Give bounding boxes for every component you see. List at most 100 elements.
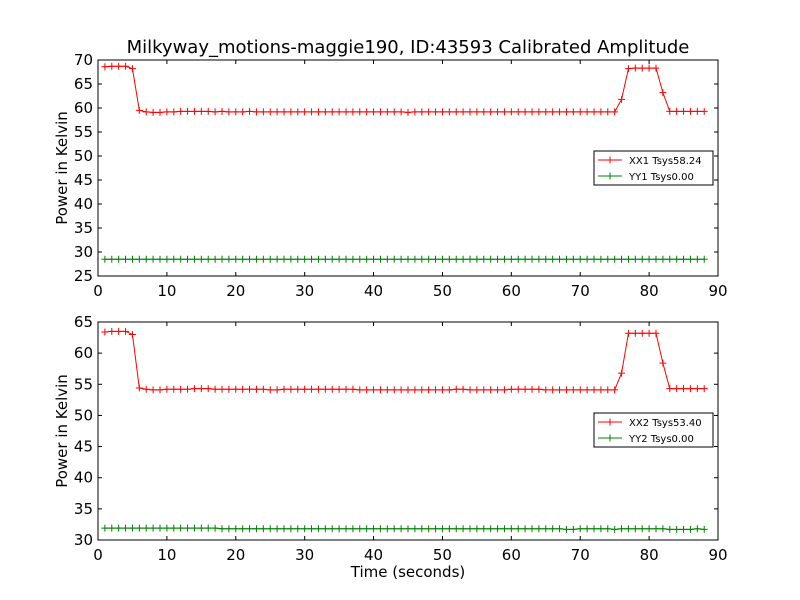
- data-point: [383, 386, 391, 394]
- data-point: [576, 386, 584, 394]
- data-point: [673, 255, 681, 263]
- data-point: [494, 386, 502, 394]
- legend-marker: [606, 418, 614, 426]
- data-point: [638, 525, 646, 533]
- data-point: [266, 386, 274, 394]
- data-point: [652, 255, 660, 263]
- y-tick-label: 65: [74, 313, 93, 331]
- data-point: [308, 525, 316, 533]
- data-point: [700, 385, 708, 393]
- data-point: [418, 255, 426, 263]
- data-point: [404, 108, 412, 116]
- data-point: [184, 255, 192, 263]
- data-point: [618, 369, 626, 377]
- data-point: [122, 255, 130, 263]
- data-point: [569, 525, 577, 533]
- data-point: [680, 107, 688, 115]
- data-point: [645, 525, 653, 533]
- x-tick-label: 90: [708, 282, 727, 300]
- data-point: [225, 255, 233, 263]
- data-point: [177, 524, 185, 532]
- data-point: [590, 108, 598, 116]
- data-point: [576, 108, 584, 116]
- data-point: [445, 386, 453, 394]
- data-point: [321, 385, 329, 393]
- x-tick-label: 40: [364, 546, 383, 564]
- data-point: [576, 255, 584, 263]
- data-point: [445, 255, 453, 263]
- x-tick-label: 50: [433, 546, 452, 564]
- y-tick-label: 50: [74, 406, 93, 424]
- data-point: [108, 62, 116, 70]
- data-point: [604, 525, 612, 533]
- data-point: [473, 386, 481, 394]
- data-point: [611, 525, 619, 533]
- data-point: [170, 255, 178, 263]
- data-point: [335, 385, 343, 393]
- data-point: [246, 385, 254, 393]
- data-point: [425, 386, 433, 394]
- data-point: [122, 327, 130, 335]
- legend-marker: [606, 172, 614, 180]
- data-point: [259, 255, 267, 263]
- data-point: [156, 524, 164, 532]
- data-point: [246, 107, 254, 115]
- data-point: [597, 255, 605, 263]
- top-chart: Milkyway_motions-maggie190, ID:43593 Cal…: [53, 37, 728, 300]
- data-point: [108, 524, 116, 532]
- data-point: [135, 255, 143, 263]
- y-tick-label: 40: [74, 469, 93, 487]
- data-point: [335, 108, 343, 116]
- data-point: [521, 525, 529, 533]
- data-point: [232, 255, 240, 263]
- data-point: [122, 524, 130, 532]
- data-point: [115, 255, 123, 263]
- x-tick-label: 20: [226, 282, 245, 300]
- x-tick-label: 40: [364, 282, 383, 300]
- data-point: [156, 386, 164, 394]
- data-point: [528, 255, 536, 263]
- data-point: [294, 525, 302, 533]
- data-point: [363, 525, 371, 533]
- data-point: [466, 255, 474, 263]
- x-tick-label: 30: [295, 282, 314, 300]
- data-point: [142, 255, 150, 263]
- data-point: [184, 107, 192, 115]
- data-point: [528, 108, 536, 116]
- data-point: [142, 108, 150, 116]
- y-tick-label: 65: [74, 75, 93, 93]
- data-point: [597, 525, 605, 533]
- data-point: [128, 65, 136, 73]
- x-tick-label: 90: [708, 546, 727, 564]
- legend-label: YY2 Tsys0.00: [628, 434, 694, 445]
- data-point: [494, 525, 502, 533]
- data-point: [184, 524, 192, 532]
- data-point: [459, 108, 467, 116]
- data-point: [321, 525, 329, 533]
- data-point: [122, 62, 130, 70]
- data-point: [218, 525, 226, 533]
- plot-frame: [97, 321, 719, 541]
- data-point: [356, 255, 364, 263]
- plot-frame: [97, 59, 719, 277]
- data-point: [342, 525, 350, 533]
- data-point: [115, 327, 123, 335]
- data-point: [266, 108, 274, 116]
- data-point: [680, 525, 688, 533]
- legend: XX1 Tsys58.24 YY1 Tsys0.00: [593, 150, 714, 186]
- data-point: [232, 525, 240, 533]
- data-point: [466, 386, 474, 394]
- x-tick-label: 0: [93, 546, 103, 564]
- legend-marker: [606, 156, 614, 164]
- data-point: [101, 255, 109, 263]
- data-point: [232, 385, 240, 393]
- data-point: [135, 524, 143, 532]
- data-point: [356, 525, 364, 533]
- data-point: [535, 108, 543, 116]
- data-point: [170, 524, 178, 532]
- data-point: [197, 255, 205, 263]
- data-point: [569, 386, 577, 394]
- data-point: [404, 386, 412, 394]
- data-point: [363, 386, 371, 394]
- data-point: [211, 524, 219, 532]
